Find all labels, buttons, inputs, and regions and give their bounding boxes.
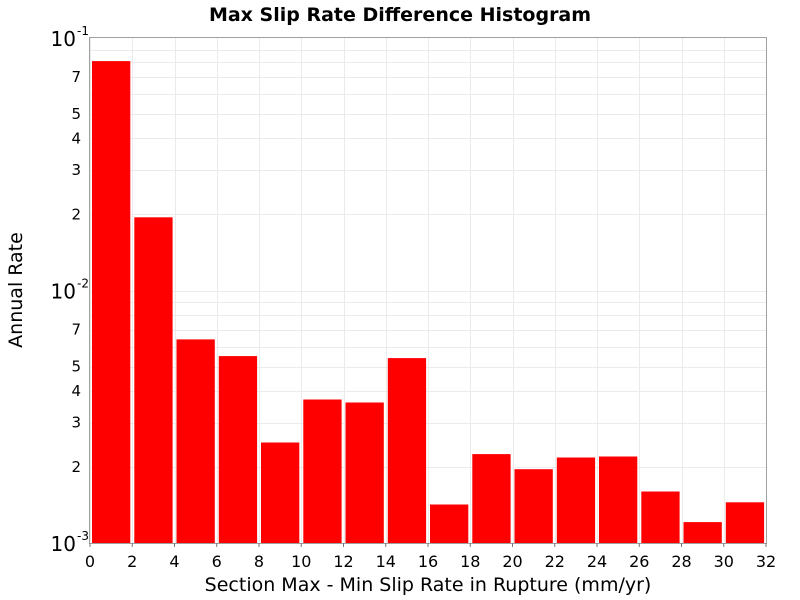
x-tick-label: 6 bbox=[212, 552, 222, 571]
x-tick-label: 14 bbox=[376, 552, 396, 571]
histogram-bar bbox=[387, 358, 427, 543]
x-tick-label: 8 bbox=[254, 552, 264, 571]
histogram-bar bbox=[514, 469, 553, 543]
y-major-tick-label: 10 bbox=[51, 280, 76, 304]
x-tick-label: 32 bbox=[756, 552, 776, 571]
y-major-tick-exponent: -3 bbox=[77, 529, 89, 543]
y-minor-tick-label: 2 bbox=[71, 458, 81, 476]
y-minor-tick-label: 3 bbox=[71, 161, 81, 179]
x-tick-label: 22 bbox=[545, 552, 565, 571]
y-minor-tick-label: 2 bbox=[71, 205, 81, 223]
x-tick-label: 18 bbox=[460, 552, 480, 571]
x-axis-label: Section Max - Min Slip Rate in Rupture (… bbox=[205, 574, 652, 596]
y-major-tick-label: 10 bbox=[51, 532, 76, 556]
y-major-tick-exponent: -2 bbox=[77, 277, 89, 291]
x-tick-label: 20 bbox=[502, 552, 522, 571]
x-axis-ticks: 0 2 4 6 8 10 12 14 16 18 20 22 24 26 28 30 32 bbox=[85, 543, 776, 571]
histogram-bar bbox=[472, 454, 511, 543]
histogram-bar bbox=[92, 61, 131, 543]
bars bbox=[92, 61, 765, 544]
y-minor-tick-label: 4 bbox=[71, 382, 81, 400]
y-minor-tick-label: 7 bbox=[71, 68, 81, 86]
histogram-bar bbox=[641, 491, 680, 543]
y-axis-label: Annual Rate bbox=[5, 232, 27, 348]
x-tick-label: 2 bbox=[127, 552, 137, 571]
histogram-bar bbox=[683, 522, 722, 543]
histogram-bar bbox=[430, 504, 469, 543]
y-major-tick-exponent: -1 bbox=[77, 24, 89, 38]
y-minor-tick-label: 4 bbox=[71, 129, 81, 147]
histogram-bar bbox=[134, 217, 173, 544]
histogram-bar bbox=[556, 457, 596, 543]
y-minor-tick-label: 5 bbox=[71, 358, 81, 376]
x-tick-label: 16 bbox=[418, 552, 438, 571]
histogram-bar bbox=[261, 442, 300, 543]
x-tick-label: 26 bbox=[629, 552, 649, 571]
histogram-bar bbox=[725, 502, 765, 543]
histogram-bar bbox=[345, 402, 384, 543]
histogram-bar bbox=[218, 356, 258, 543]
x-tick-label: 28 bbox=[671, 552, 691, 571]
histogram-bar bbox=[176, 339, 215, 543]
histogram-bar bbox=[303, 399, 342, 543]
x-tick-label: 30 bbox=[714, 552, 734, 571]
y-minor-tick-label: 7 bbox=[71, 321, 81, 339]
x-tick-label: 4 bbox=[169, 552, 179, 571]
y-major-tick-label: 10 bbox=[51, 27, 76, 51]
x-tick-label: 10 bbox=[291, 552, 311, 571]
x-tick-label: 24 bbox=[587, 552, 607, 571]
histogram-bar bbox=[599, 456, 638, 543]
x-tick-label: 0 bbox=[85, 552, 95, 571]
y-minor-tick-label: 5 bbox=[71, 105, 81, 123]
chart-title: Max Slip Rate Difference Histogram bbox=[209, 4, 591, 26]
y-minor-tick-label: 3 bbox=[71, 414, 81, 432]
x-tick-label: 12 bbox=[333, 552, 353, 571]
